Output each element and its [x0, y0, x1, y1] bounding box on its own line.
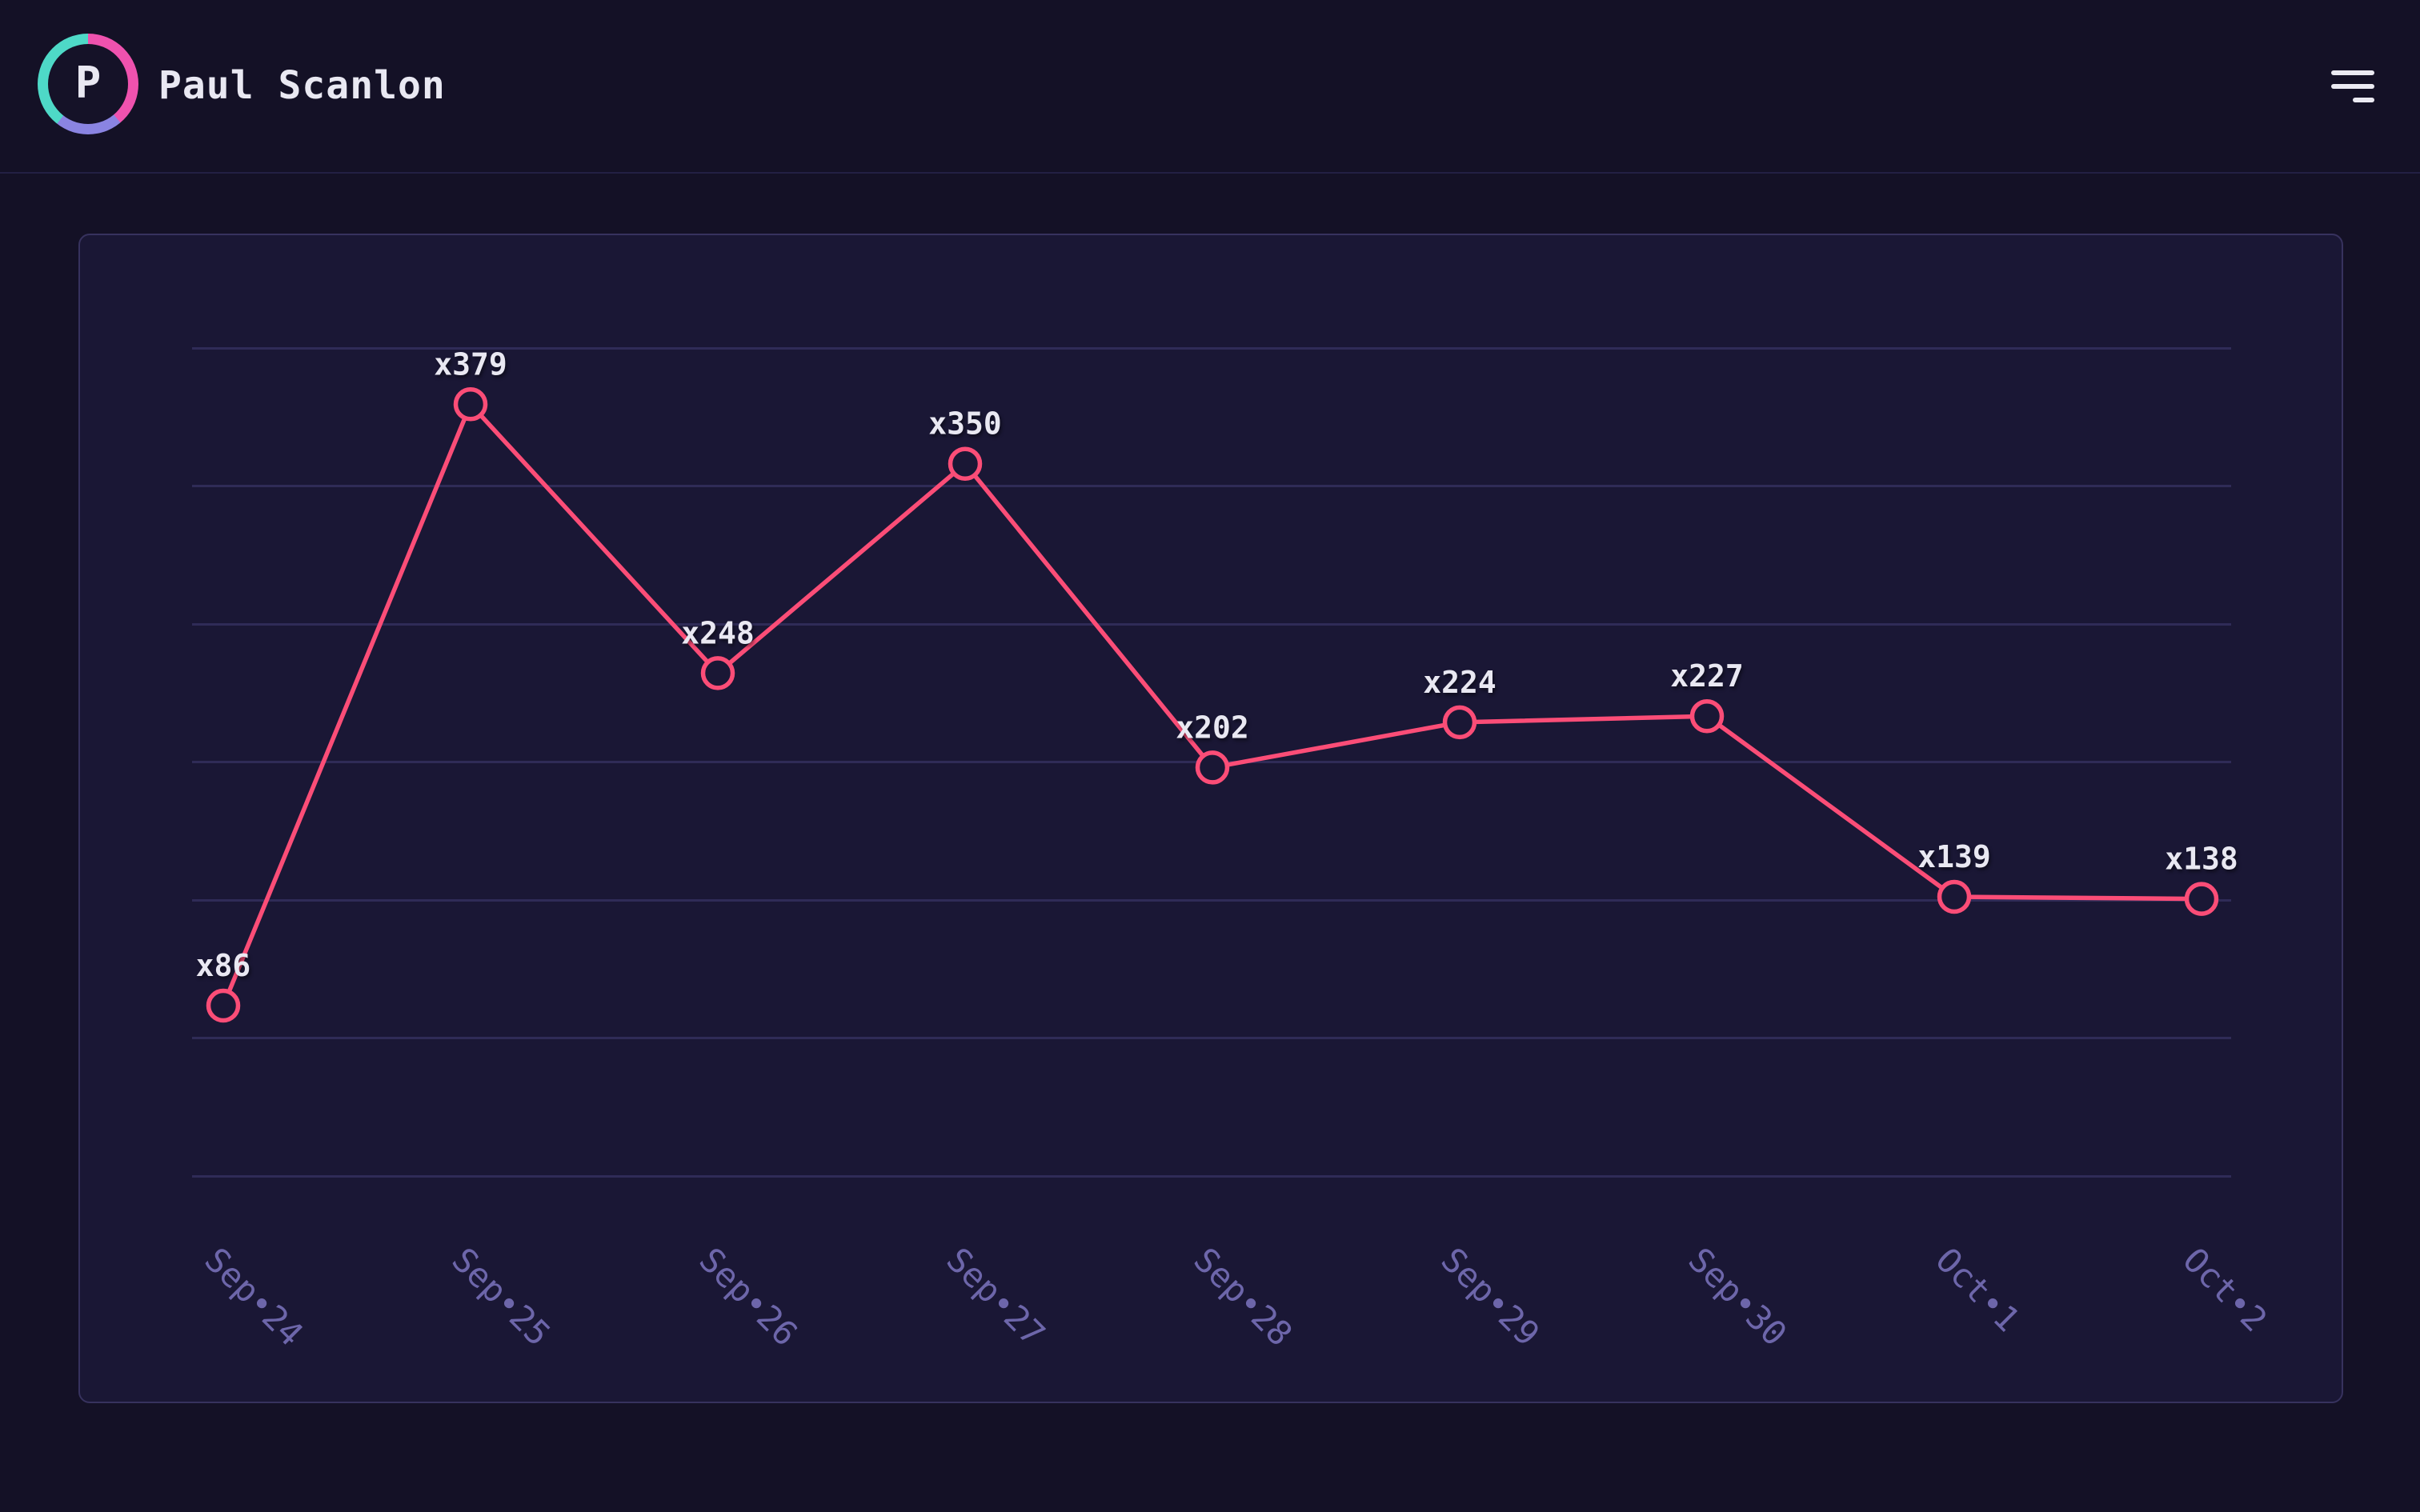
chart-line — [221, 402, 2204, 1008]
line-chart: x86 x379 x248 x350 x202 x224 x227 x139 x138 Sep•… — [80, 235, 2342, 1402]
point-label: x248 — [681, 615, 755, 650]
gridline — [192, 485, 2231, 487]
point-label: x138 — [2165, 842, 2238, 877]
chart-point[interactable] — [700, 656, 735, 690]
app-header: P Paul Scanlon — [0, 0, 2420, 174]
chart-svg: x86 x379 x248 x350 x202 x224 x227 x139 x138 — [196, 346, 2238, 1023]
chart-point[interactable] — [1195, 750, 1230, 785]
point-label: x86 — [196, 948, 251, 983]
menu-button[interactable] — [2331, 70, 2374, 102]
page-title: Paul Scanlon — [158, 63, 446, 108]
chart-card: x86 x379 x248 x350 x202 x224 x227 x139 x138 Sep•… — [78, 234, 2343, 1403]
point-label: x379 — [434, 346, 507, 382]
point-label: x350 — [928, 406, 1002, 442]
point-label: x139 — [1917, 839, 1991, 874]
avatar-initial: P — [74, 57, 102, 108]
chart-point[interactable] — [948, 446, 983, 481]
point-label: x227 — [1670, 658, 1744, 694]
avatar[interactable]: P — [38, 34, 138, 134]
chart-point[interactable] — [453, 387, 488, 422]
gridline — [192, 1175, 2231, 1178]
gridline — [192, 899, 2231, 902]
chart-point[interactable] — [2184, 882, 2219, 916]
gridline — [192, 347, 2231, 350]
chart-point[interactable] — [206, 988, 241, 1023]
point-label: x202 — [1176, 710, 1249, 745]
chart-point[interactable] — [1442, 705, 1477, 740]
point-label: x224 — [1423, 665, 1496, 700]
chart-point[interactable] — [1937, 879, 1972, 914]
chart-point[interactable] — [1689, 698, 1725, 734]
gridline — [192, 623, 2231, 626]
hamburger-bar — [2331, 70, 2374, 75]
hamburger-icon — [2331, 70, 2374, 102]
hamburger-bar — [2353, 98, 2374, 102]
gridline — [192, 1037, 2231, 1039]
hamburger-bar — [2331, 84, 2374, 89]
